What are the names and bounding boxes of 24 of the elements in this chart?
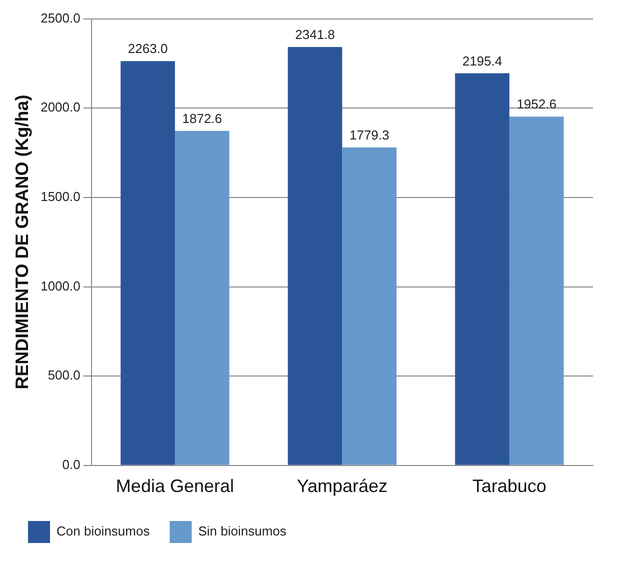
bar bbox=[174, 130, 230, 465]
y-tick-label: 1000.0 bbox=[40, 278, 80, 294]
bar bbox=[120, 61, 175, 465]
y-tick-label: 500.0 bbox=[48, 368, 80, 383]
bar bbox=[288, 47, 342, 465]
y-axis-title: RENDIMIENTO DE GRANO (Kg/ha) bbox=[12, 94, 32, 390]
y-tick-label: 1500.0 bbox=[40, 189, 80, 204]
data-label: 2263.0 bbox=[128, 41, 168, 56]
y-tick-label: 2000.0 bbox=[40, 100, 80, 115]
x-tick-label: Tarabuco bbox=[472, 476, 546, 496]
data-label: 1952.6 bbox=[516, 96, 556, 112]
y-tick-label: 2500.0 bbox=[40, 10, 80, 26]
bar bbox=[342, 148, 397, 465]
bar bbox=[455, 73, 510, 465]
y-tick-label: 0.0 bbox=[62, 456, 80, 472]
data-label: 2195.4 bbox=[462, 53, 502, 68]
bar bbox=[509, 116, 564, 465]
data-label: 2341.8 bbox=[295, 27, 335, 42]
x-tick-label: Yamparáez bbox=[296, 476, 388, 496]
legend-label: Con bioinsumos bbox=[56, 524, 150, 539]
data-label: 1779.3 bbox=[349, 128, 390, 143]
legend-label: Sin bioinsumos bbox=[198, 524, 287, 539]
x-tick-label: Media General bbox=[116, 476, 234, 496]
data-label: 1872.6 bbox=[182, 110, 222, 126]
